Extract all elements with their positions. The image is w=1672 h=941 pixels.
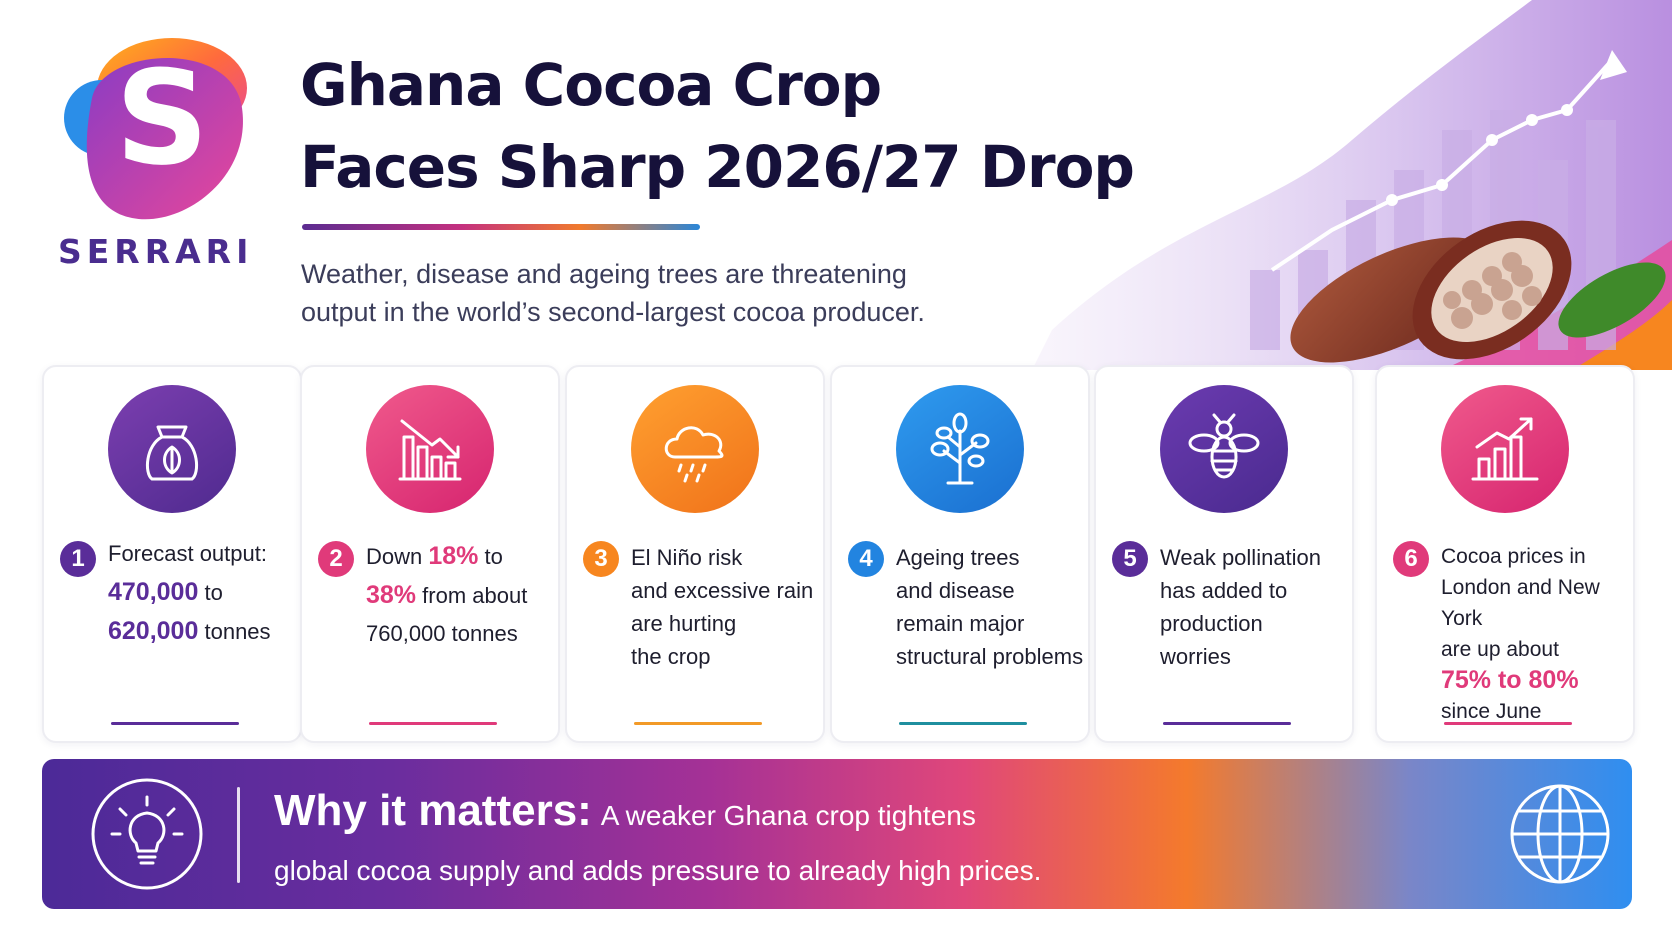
card-text-fragment: to [478,544,503,569]
subtitle: Weather, disease and ageing trees are th… [301,255,1001,331]
card-decline: 2 Down 18% to 38% from about 760,000 ton… [300,365,560,743]
card-number: 2 [318,541,354,577]
card-text-line: the crop [631,644,711,669]
card-number: 6 [1393,541,1429,577]
page-title: Ghana Cocoa Crop Faces Sharp 2026/27 Dro… [300,44,1240,208]
card-accent-line [1444,722,1572,725]
lightbulb-icon [91,778,203,890]
cocoa-sack-icon [145,425,199,481]
rising-chart-with-cocoa-pods-illustration [1032,0,1672,370]
card-text: Forecast output: 470,000 to 620,000 tonn… [108,535,298,651]
card-icon-circle [631,385,759,513]
tree-icon [930,412,990,485]
card-text-line: Cocoa prices in [1441,545,1586,568]
card-text-line: are up about [1441,638,1559,661]
why-it-matters-banner: Why it matters: A weaker Ghana crop tigh… [42,759,1632,909]
banner-line-1: Why it matters: A weaker Ghana crop tigh… [274,781,1474,851]
rising-bar-chart-icon [1471,417,1539,481]
card-text-line: and excessive rain [631,578,814,603]
highlight-value: 620,000 [108,617,199,645]
card-number: 4 [848,541,884,577]
card-ageing-trees: 4 Ageing trees and disease remain major … [830,365,1090,743]
card-text-line: are hurting [631,611,737,636]
title-line-1: Ghana Cocoa Crop [300,51,882,119]
card-text-line: Weak pollination [1160,545,1322,570]
card-text-fragment: tonnes [198,619,271,644]
card-text-line: 760,000 tonnes [366,621,518,646]
globe-icon [1510,784,1610,884]
serrari-logo: S [64,38,247,220]
card-number: 5 [1112,541,1148,577]
highlight-value: 38% [366,581,417,609]
card-accent-line [369,722,497,725]
card-icon-circle [366,385,494,513]
declining-bar-chart-icon [398,419,462,481]
card-icon-circle [1441,385,1569,513]
card-text-line: remain major [896,611,1025,636]
card-accent-line [634,722,762,725]
card-text-line: Ageing trees [896,545,1020,570]
banner-text: A weaker Ghana crop tightens [600,800,976,831]
card-icon-circle [108,385,236,513]
banner-lead: Why it matters: [274,786,592,835]
card-text: Weak pollination has added to production… [1160,541,1350,673]
brand-name: SERRARI [58,232,254,271]
card-weather: 3 El Niño risk and excessive rain are hu… [565,365,825,743]
card-text-fragment: from about [416,583,528,608]
banner-line-2: global cocoa supply and adds pressure to… [274,855,1042,886]
title-line-2: Faces Sharp 2026/27 Drop [300,133,1135,201]
card-text-line: Forecast output: [108,541,267,566]
card-text-line: worries [1160,644,1231,669]
card-icon-circle [1160,385,1288,513]
card-accent-line [1163,722,1291,725]
card-text-fragment: to [198,580,223,605]
card-text-line: 470,000 to [108,573,298,612]
card-text-line: Down 18% to [366,537,556,576]
highlight-value: 470,000 [108,578,199,606]
svg-text:S: S [115,42,209,194]
highlight-value: 18% [428,542,479,570]
card-accent-line [899,722,1027,725]
card-text-line: London and New York [1441,576,1600,630]
subtitle-line-2: output in the world’s second-largest coc… [301,297,925,327]
card-text-line: and disease [896,578,1015,603]
banner-message: Why it matters: A weaker Ghana crop tigh… [274,781,1474,891]
banner-divider [237,787,240,883]
card-text: Down 18% to 38% from about 760,000 tonne… [366,537,556,653]
card-number: 3 [583,541,619,577]
card-text-line: 38% from about [366,576,556,615]
rain-cloud-icon [664,426,724,483]
card-text-line: production [1160,611,1263,636]
card-text: El Niño risk and excessive rain are hurt… [631,541,821,673]
highlight-value: 75% to 80% [1441,666,1579,694]
card-text-line: 620,000 tonnes [108,612,298,651]
card-icon-circle [896,385,1024,513]
card-prices: 6 Cocoa prices in London and New York ar… [1375,365,1635,743]
bee-icon [1188,413,1260,479]
card-number: 1 [60,541,96,577]
card-text-fragment: Down [366,544,429,569]
card-text-line: has added to [1160,578,1288,603]
card-text-line: El Niño risk [631,545,743,570]
card-text-line: structural problems [896,644,1084,669]
card-text: Ageing trees and disease remain major st… [896,541,1086,673]
card-forecast-output: 1 Forecast output: 470,000 to 620,000 to… [42,365,302,743]
card-text-line: since June [1441,700,1542,723]
title-underline [302,224,700,230]
card-text: Cocoa prices in London and New York are … [1441,541,1631,727]
key-points-cards: 1 Forecast output: 470,000 to 620,000 to… [42,365,1635,743]
subtitle-line-1: Weather, disease and ageing trees are th… [301,259,907,289]
card-accent-line [111,722,239,725]
card-pollination: 5 Weak pollination has added to producti… [1094,365,1354,743]
